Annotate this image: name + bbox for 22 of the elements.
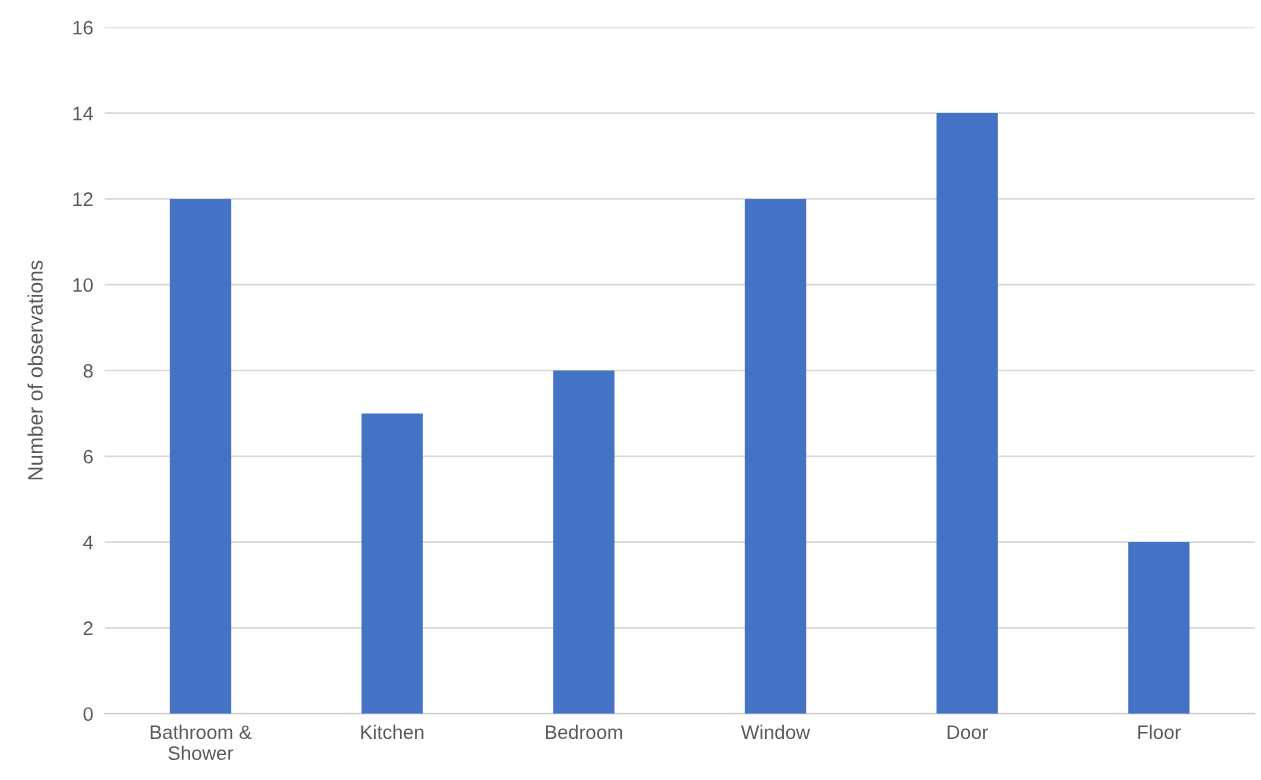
- y-tick-label: 16: [73, 20, 93, 35]
- y-tick-label: 6: [83, 449, 93, 464]
- x-tick-label: Floor: [1138, 724, 1181, 740]
- bar: [1128, 542, 1190, 714]
- x-tick-label: Bathroom & Shower: [150, 724, 252, 761]
- x-tick-label: Bedroom: [545, 724, 623, 740]
- y-tick-label: 12: [73, 192, 93, 206]
- bar: [553, 370, 615, 714]
- x-tick-label: Door: [947, 725, 988, 740]
- bar: [169, 198, 232, 714]
- x-tick-label: Window: [741, 724, 811, 740]
- y-tick-label: 0: [83, 707, 93, 721]
- y-tick-label: 10: [73, 278, 93, 292]
- y-axis-title: Number of observations: [27, 260, 43, 480]
- y-tick-label: 14: [73, 106, 93, 121]
- y-tick-label: 8: [83, 363, 93, 378]
- y-tick-label: 4: [83, 535, 93, 550]
- x-tick-label: Kitchen: [361, 724, 424, 740]
- bar: [744, 198, 807, 714]
- bar: [936, 113, 998, 714]
- bar: [361, 413, 423, 714]
- y-tick-label: 2: [83, 621, 93, 635]
